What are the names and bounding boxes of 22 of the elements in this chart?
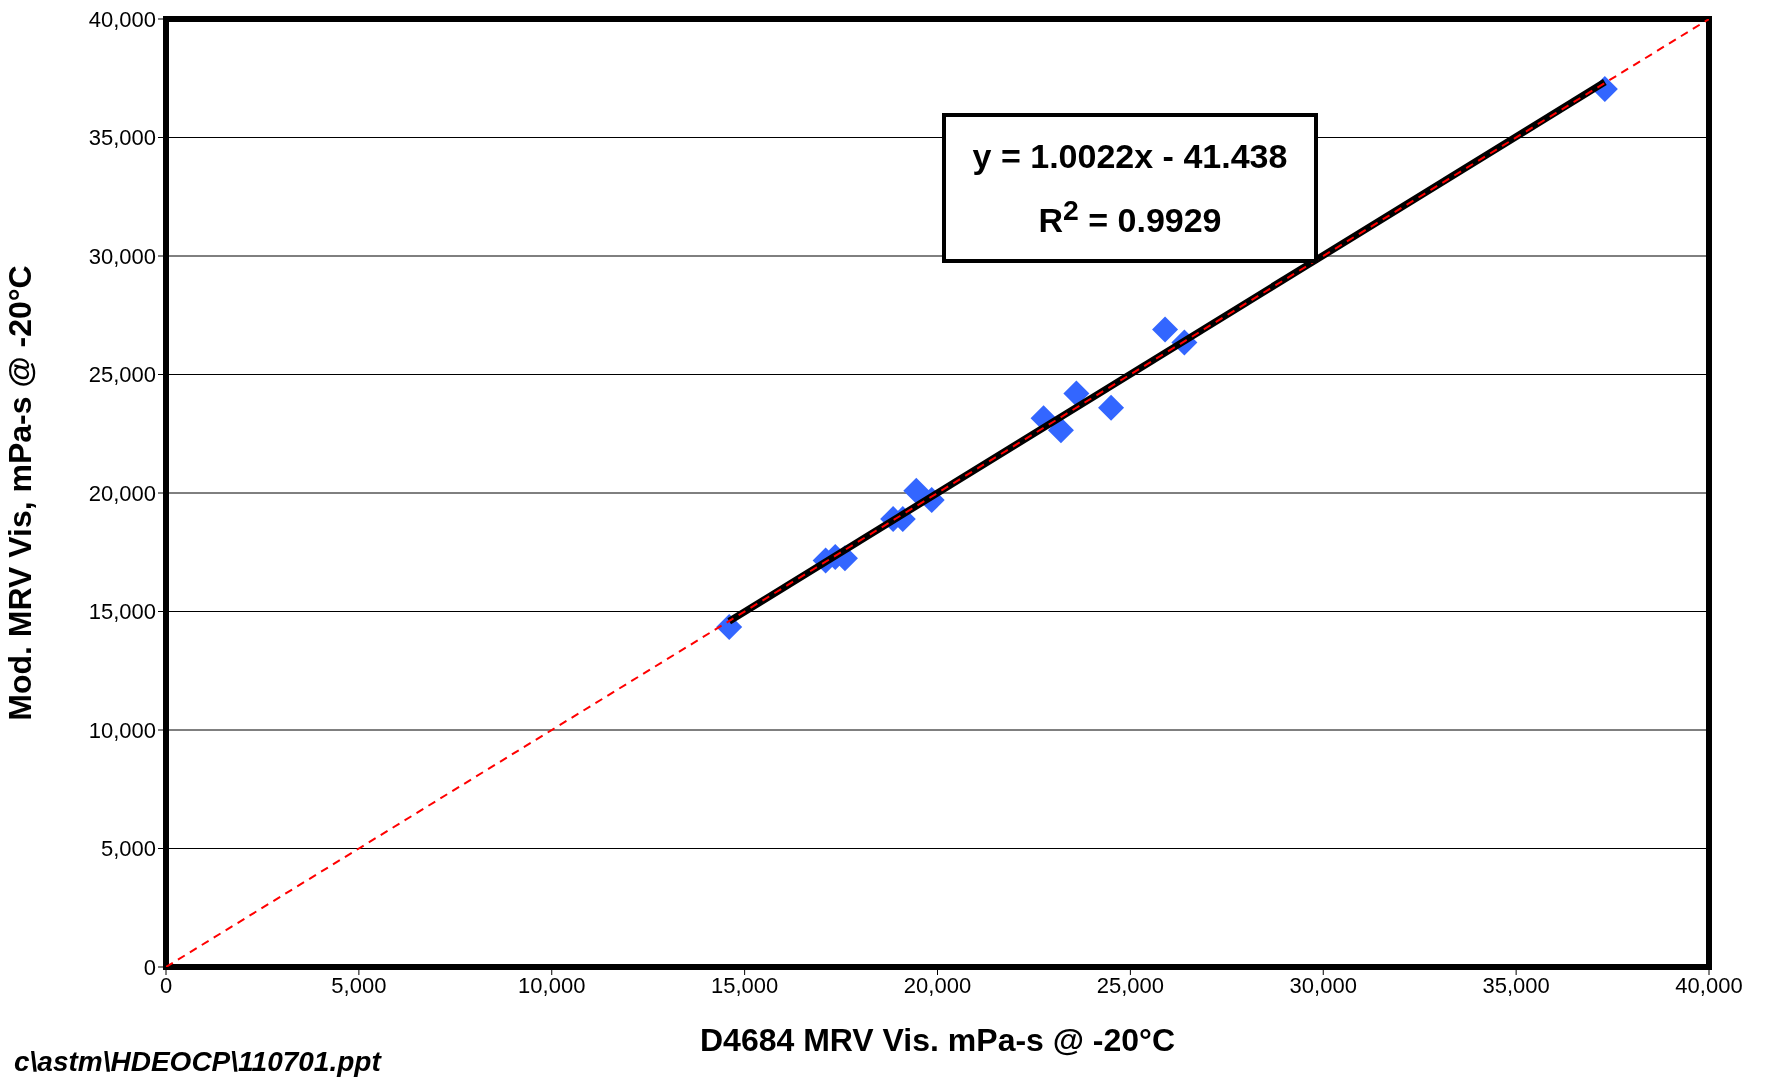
- x-tick-label: 0: [159, 972, 173, 998]
- x-tick-label: 40,000: [1675, 972, 1743, 998]
- text: c\astm\HDEOCP\110701.ppt: [14, 1046, 381, 1078]
- y-tick-label: 30,000: [88, 243, 156, 269]
- y-tick-label: 5,000: [100, 836, 156, 862]
- y-tick-label: 25,000: [88, 362, 156, 388]
- y-tick-label: 40,000: [88, 6, 156, 32]
- x-tick-label: 30,000: [1289, 972, 1357, 998]
- y-tick-label: 20,000: [88, 480, 156, 506]
- x-tick-label: 5,000: [331, 972, 387, 998]
- x-tick-label: 25,000: [1096, 972, 1165, 998]
- x-tick-label: 10,000: [518, 972, 586, 998]
- annotation: y = 1.0022x - 41.438 R$^{2}$ = 0.9929: [942, 113, 1318, 264]
- y-tick-label: 10,000: [88, 717, 156, 743]
- x-tick-label: 20,000: [903, 972, 972, 998]
- y-axis-title: Mod. MRV Vis, mPa-s @ -20°C: [2, 265, 39, 721]
- x-tick-label: 15,000: [710, 972, 779, 998]
- y-tick-label: 35,000: [88, 125, 156, 151]
- x-tick-label: 35,000: [1482, 972, 1550, 998]
- y-tick-label: 15,000: [88, 599, 156, 625]
- y-tick-label: 0: [143, 954, 156, 980]
- x-axis-title: D4684 MRV Vis. mPa-s @ -20°C: [699, 1022, 1176, 1058]
